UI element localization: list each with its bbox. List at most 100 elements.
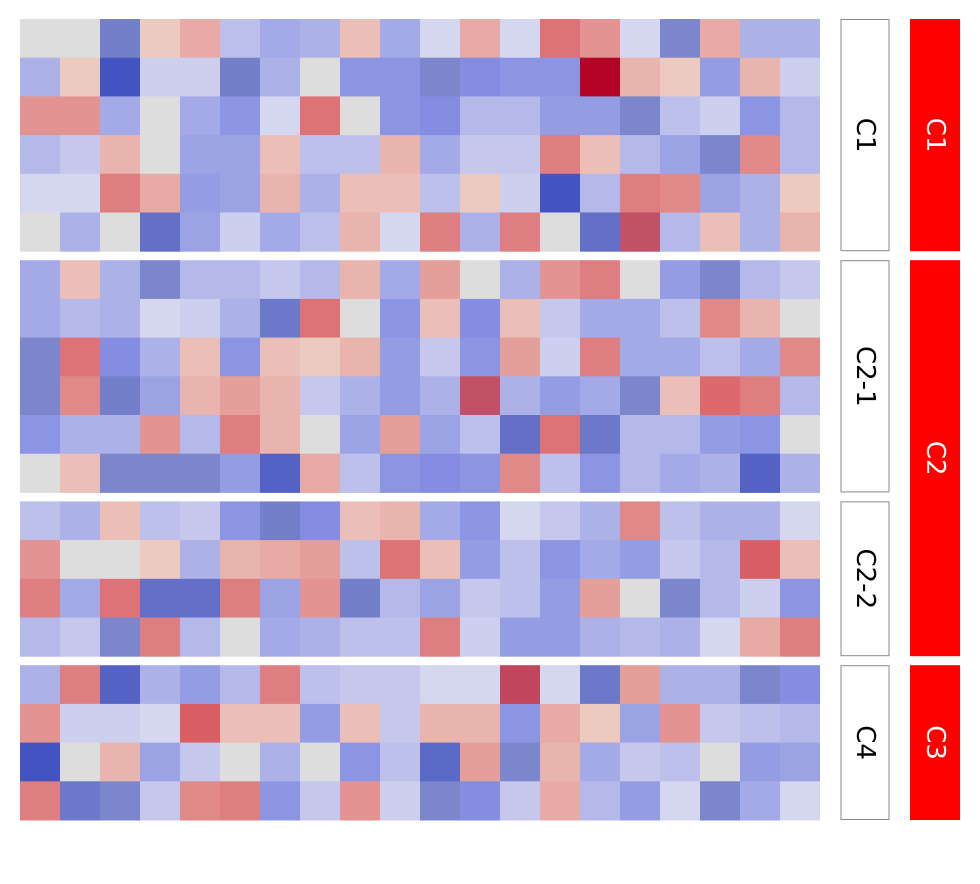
heatmap-cell: [20, 212, 60, 252]
heatmap-cell: [380, 703, 420, 744]
heatmap-cell: [700, 96, 740, 136]
heatmap-cell: [460, 742, 500, 782]
heatmap-cell: [500, 415, 540, 455]
heatmap-cell: [140, 501, 180, 541]
heatmap-cell: [620, 96, 660, 136]
heatmap-cell: [620, 415, 660, 455]
heatmap-cell: [60, 96, 100, 136]
heatmap-cell: [60, 337, 100, 377]
heatmap-cell: [780, 57, 820, 97]
heatmap-cell: [220, 578, 260, 618]
heatmap-cell: [660, 57, 700, 97]
heatmap-cell: [580, 337, 620, 377]
heatmap-cell: [140, 665, 180, 705]
heatmap-cell: [100, 501, 140, 541]
row-group-label: C1: [840, 19, 890, 252]
heatmap-cell: [660, 453, 700, 493]
heatmap-cell: [380, 415, 420, 455]
heatmap-cell: [300, 540, 340, 580]
heatmap-cell: [580, 665, 620, 705]
heatmap-cell: [660, 578, 700, 618]
heatmap-cell: [260, 212, 300, 252]
heatmap-cell: [540, 57, 580, 97]
heatmap-cell: [580, 19, 620, 59]
heatmap-cell: [780, 376, 820, 416]
heatmap-cell: [740, 703, 780, 744]
heatmap-cell: [500, 337, 540, 377]
heatmap-cell: [60, 19, 100, 59]
heatmap-cell: [180, 453, 220, 493]
outer-group-labels: C1 C2 C3: [910, 19, 960, 820]
heatmap-cell: [580, 703, 620, 744]
heatmap-cell: [260, 57, 300, 97]
heatmap-cell: [660, 376, 700, 416]
heatmap-cell: [460, 781, 500, 821]
row-group-label-text: C4: [850, 725, 880, 760]
outer-group-label-text: C3: [920, 725, 950, 760]
heatmap-cell: [60, 703, 100, 744]
heatmap-cell: [300, 781, 340, 821]
heatmap-cell: [20, 173, 60, 213]
heatmap-cell: [260, 173, 300, 213]
heatmap-cell: [20, 260, 60, 300]
heatmap-cell: [740, 453, 780, 493]
heatmap-cell: [500, 781, 540, 821]
heatmap-cell: [780, 173, 820, 213]
heatmap-cell: [340, 212, 380, 252]
row-group-label: C2-1: [840, 260, 890, 493]
heatmap-cell: [620, 742, 660, 782]
heatmap-cell: [580, 135, 620, 175]
heatmap-cell: [500, 453, 540, 493]
heatmap-cell: [180, 703, 220, 744]
heatmap-cell: [700, 376, 740, 416]
heatmap-cell: [420, 260, 460, 300]
heatmap-cell: [700, 617, 740, 657]
heatmap-cell: [540, 212, 580, 252]
heatmap-cells: [20, 19, 820, 821]
heatmap-cell: [780, 337, 820, 377]
heatmap-cell: [260, 298, 300, 339]
heatmap-cell: [140, 617, 180, 657]
heatmap-cell: [620, 453, 660, 493]
row-group-label-text: C2-2: [850, 548, 880, 609]
heatmap-cell: [740, 19, 780, 59]
heatmap-cell: [180, 742, 220, 782]
heatmap-cell: [180, 578, 220, 618]
heatmap-cell: [460, 703, 500, 744]
heatmap-cell: [220, 376, 260, 416]
heatmap-cell: [420, 665, 460, 705]
heatmap-cell: [20, 742, 60, 782]
heatmap-cell: [780, 415, 820, 455]
heatmap-cell: [100, 376, 140, 416]
heatmap-cell: [180, 376, 220, 416]
heatmap-cell: [140, 781, 180, 821]
heatmap-cell: [380, 57, 420, 97]
heatmap-cell: [540, 376, 580, 416]
heatmap-cell: [180, 540, 220, 580]
heatmap-cell: [260, 665, 300, 705]
heatmap-cell: [660, 96, 700, 136]
heatmap-cell: [620, 212, 660, 252]
heatmap-cell: [340, 415, 380, 455]
heatmap-cell: [300, 19, 340, 59]
heatmap-cell: [100, 781, 140, 821]
heatmap-cell: [20, 96, 60, 136]
heatmap-cell: [540, 665, 580, 705]
heatmap-cell: [100, 540, 140, 580]
heatmap-cell: [660, 781, 700, 821]
heatmap-cell: [540, 173, 580, 213]
heatmap-cell: [740, 665, 780, 705]
heatmap-cell: [300, 742, 340, 782]
heatmap-cell: [340, 298, 380, 339]
heatmap-cell: [180, 781, 220, 821]
heatmap-cell: [380, 260, 420, 300]
heatmap-cell: [260, 742, 300, 782]
heatmap-cell: [740, 415, 780, 455]
heatmap-cell: [460, 501, 500, 541]
heatmap-cell: [220, 617, 260, 657]
heatmap-cell: [620, 703, 660, 744]
heatmap-cell: [60, 376, 100, 416]
heatmap-cell: [540, 96, 580, 136]
heatmap-cell: [260, 453, 300, 493]
